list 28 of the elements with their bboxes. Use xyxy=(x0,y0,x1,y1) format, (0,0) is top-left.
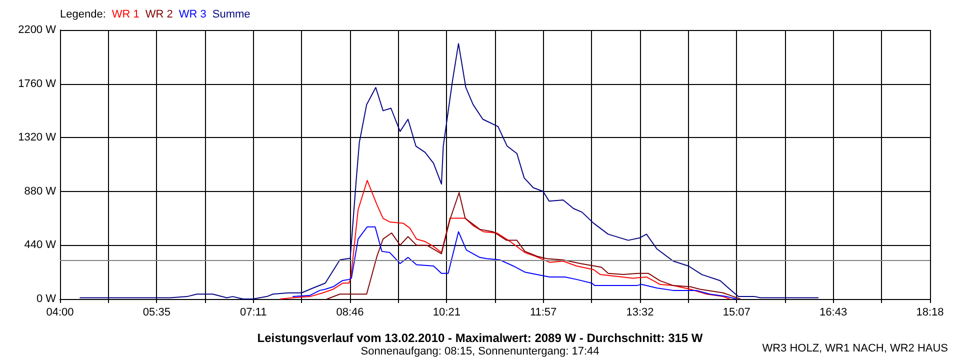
y-tick-label: 0 W xyxy=(36,293,57,305)
text: Leistungsverlauf vom 13.02.2010 - Maximalwert: 2089 W - Durchschnitt: 315 W xyxy=(257,331,704,345)
line-series xyxy=(292,226,738,300)
x-tick-label: 13:32 xyxy=(626,306,654,318)
x-tick-label: 08:46 xyxy=(336,306,364,318)
text: WR3 HOLZ, WR1 NACH, WR2 HAUS xyxy=(762,342,948,354)
line-series xyxy=(280,180,730,300)
y-tick-label: 1320 W xyxy=(18,132,57,144)
y-tick-label: 1760 W xyxy=(18,78,57,90)
legend-title: Legende: xyxy=(60,8,106,20)
y-tick-label: 880 W xyxy=(24,185,57,198)
x-tick-label: 18:18 xyxy=(916,306,944,318)
x-tick-label: 16:43 xyxy=(820,306,848,318)
text: Summe xyxy=(212,8,250,20)
x-tick-label: 05:35 xyxy=(142,306,170,318)
line-series xyxy=(326,192,741,300)
text: WR 1 xyxy=(112,8,140,20)
line-series xyxy=(80,43,819,300)
x-tick-label: 04:00 xyxy=(46,306,74,318)
y-tick-label: 2200 W xyxy=(18,24,57,36)
text: WR 2 xyxy=(145,8,173,20)
y-tick-label: 440 W xyxy=(24,239,57,252)
text: WR 3 xyxy=(178,8,206,20)
x-tick-label: 15:07 xyxy=(722,306,750,318)
x-tick-label: 10:21 xyxy=(432,306,460,318)
text: Sonnenaufgang: 08:15, Sonnenuntergang: 17:44 xyxy=(360,346,600,358)
x-tick-label: 11:57 xyxy=(530,306,557,318)
x-tick-label: 07:11 xyxy=(240,306,267,318)
